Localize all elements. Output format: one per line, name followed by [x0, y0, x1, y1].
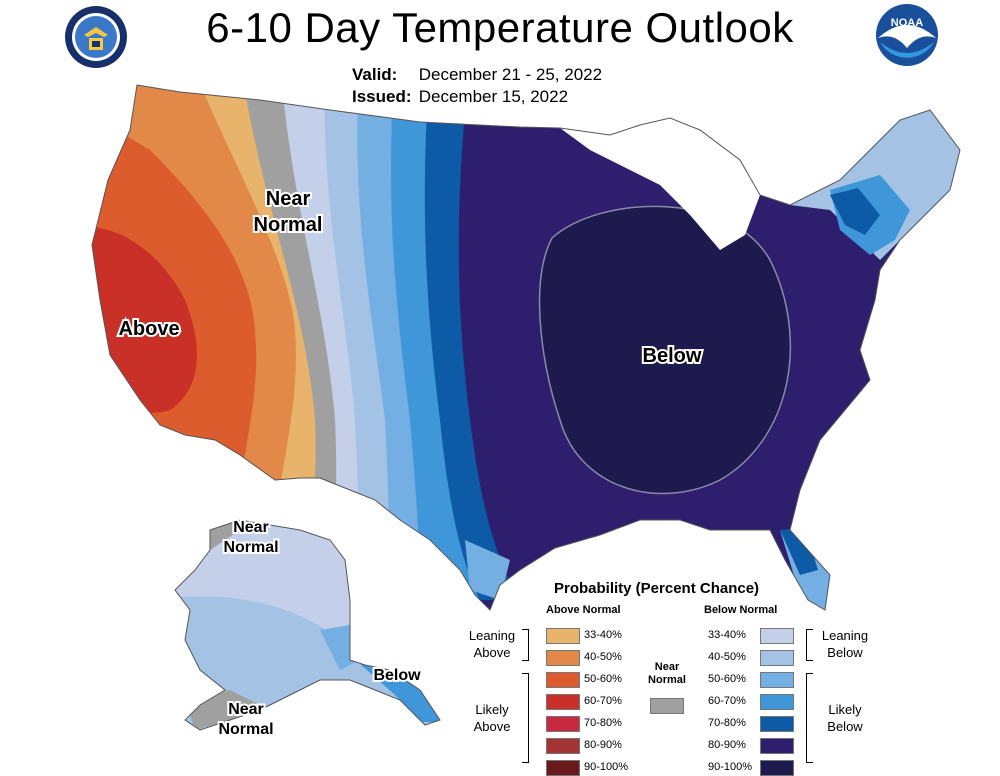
legend: Probability (Percent Chance) Above Norma…	[456, 574, 896, 776]
below-swatch-0	[760, 628, 794, 644]
below-label-3: 60-70%	[708, 695, 746, 707]
likely-above-brace	[522, 673, 529, 763]
below-swatch-6	[760, 760, 794, 776]
valid-label: Valid:	[352, 65, 398, 84]
conus-regions	[92, 85, 960, 610]
alaska-outline	[174, 519, 441, 731]
leaning-above-group: Leaning Above	[468, 628, 516, 660]
legend-below-header: Below Normal	[704, 604, 778, 616]
above-swatch-5	[546, 738, 580, 754]
above-swatch-6	[546, 760, 580, 776]
above-swatch-1	[546, 650, 580, 666]
conus-near-normal-label-2: Normal	[254, 214, 323, 236]
below-swatch-1	[760, 650, 794, 666]
ak-near-normal-top-label-1: Near	[233, 519, 269, 536]
above-swatch-2	[546, 672, 580, 688]
ak-near-normal-bottom-label-2: Normal	[218, 721, 273, 738]
conus-below-label: Below	[643, 345, 702, 367]
below-label-4: 70-80%	[708, 717, 746, 729]
noaa-logo-icon: NOAA	[876, 4, 938, 66]
below-swatch-5	[760, 738, 794, 754]
conus-near-normal-label-1: Near	[266, 188, 311, 210]
below-label-6: 90-100%	[708, 761, 753, 773]
below-label-5: 80-90%	[708, 739, 746, 751]
ak-near-normal-bottom-label-1: Near	[228, 701, 264, 718]
above-label-6: 90-100%	[584, 761, 629, 773]
likely-below-brace	[806, 673, 813, 763]
page-title: 6-10 Day Temperature Outlook	[206, 4, 794, 51]
issued-date: December 15, 2022	[418, 87, 569, 106]
legend-above-header: Above Normal	[546, 604, 621, 616]
legend-title: Probability (Percent Chance)	[554, 580, 760, 597]
above-swatch-0	[546, 628, 580, 644]
below-label-0: 33-40%	[708, 629, 746, 641]
likely-above-group: Likely Above	[473, 702, 511, 734]
noaa-logo-text: NOAA	[891, 17, 923, 29]
likely-below-group: Likely Below	[827, 702, 863, 734]
valid-dates: December 21 - 25, 2022	[418, 65, 603, 84]
below-swatch-2	[760, 672, 794, 688]
above-label-2: 50-60%	[584, 673, 622, 685]
above-label-4: 70-80%	[584, 717, 622, 729]
ak-below-label: Below	[373, 667, 421, 684]
near-normal-legend-label: Near Normal	[648, 661, 686, 686]
alaska-regions	[175, 520, 440, 730]
valid-issued-block: Valid: December 21 - 25, 2022 Issued: De…	[352, 64, 602, 108]
leaning-above-brace	[522, 629, 529, 661]
above-label-1: 40-50%	[584, 651, 622, 663]
below-label-1: 40-50%	[708, 651, 746, 663]
issued-label: Issued:	[352, 87, 412, 106]
near-normal-swatch	[650, 698, 684, 714]
above-label-0: 33-40%	[584, 629, 622, 641]
conus-outline	[91, 84, 961, 611]
ak-near-normal-top-label-2: Normal	[223, 539, 278, 556]
above-swatch-4	[546, 716, 580, 732]
leaning-below-group: Leaning Below	[821, 628, 869, 660]
below-label-2: 50-60%	[708, 673, 746, 685]
above-label-5: 80-90%	[584, 739, 622, 751]
conus-above-label: Above	[118, 318, 179, 340]
above-swatch-3	[546, 694, 580, 710]
above-label-3: 60-70%	[584, 695, 622, 707]
below-swatch-3	[760, 694, 794, 710]
commerce-seal-icon	[65, 6, 127, 68]
leaning-below-brace	[806, 629, 813, 661]
below-swatch-4	[760, 716, 794, 732]
